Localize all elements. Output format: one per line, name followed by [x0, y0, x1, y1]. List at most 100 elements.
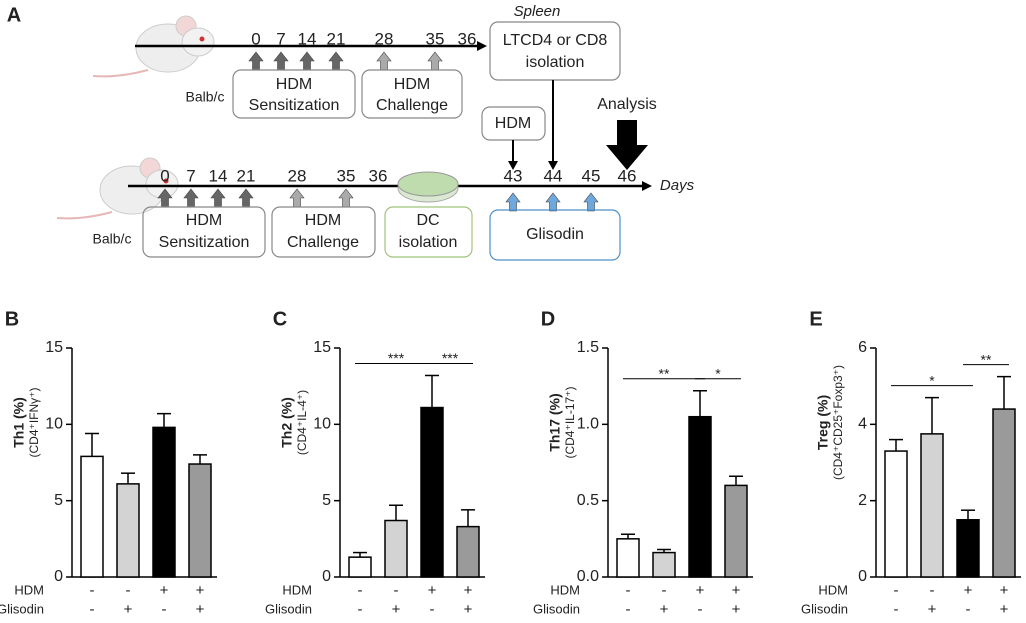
- label: 7: [186, 166, 195, 185]
- label: 28: [288, 166, 307, 185]
- label: Th17 (%): [547, 393, 563, 451]
- label: (CD4⁺IL-17⁺): [563, 386, 577, 458]
- label: HDM: [282, 582, 312, 597]
- label: 36: [369, 166, 388, 185]
- label: isolation: [526, 54, 585, 71]
- bar: [80, 455, 104, 578]
- arrow: [376, 51, 392, 71]
- label: 0: [54, 568, 63, 585]
- label: 35: [426, 29, 445, 48]
- mouse-tail: [56, 211, 113, 220]
- label: Balb/c: [93, 231, 132, 247]
- label: +: [124, 601, 133, 618]
- label: -: [90, 601, 95, 618]
- label: 36: [458, 29, 477, 48]
- label: -: [358, 582, 363, 599]
- label: 14: [298, 29, 317, 48]
- label: -: [930, 582, 935, 599]
- arrow-head: [508, 161, 518, 170]
- label: +: [392, 601, 401, 618]
- label: Glisodin: [0, 601, 44, 616]
- box: [232, 69, 356, 119]
- label: 1.0: [577, 416, 599, 433]
- label: -: [662, 582, 667, 599]
- bar: [420, 406, 444, 578]
- mouse-tail: [92, 69, 149, 78]
- bar: [956, 519, 980, 578]
- arrow: [238, 188, 254, 208]
- analysis-arrow: [606, 120, 648, 170]
- box: [142, 206, 266, 258]
- box: [271, 206, 376, 258]
- label: -: [358, 601, 363, 618]
- label: -: [126, 582, 131, 599]
- label: Challenge: [287, 234, 359, 251]
- label: -: [894, 582, 899, 599]
- mouse-eye: [199, 36, 205, 42]
- box: [384, 206, 473, 258]
- bar: [724, 484, 748, 578]
- label: 0: [251, 29, 260, 48]
- label: Sensitization: [249, 97, 340, 114]
- arrow-head: [477, 41, 487, 51]
- bar: [456, 525, 480, 578]
- label: Glisodin: [533, 601, 580, 616]
- label: Glisodin: [801, 601, 848, 616]
- label: 35: [337, 166, 356, 185]
- label: +: [660, 601, 669, 618]
- bar: [688, 415, 712, 578]
- label: +: [696, 582, 705, 599]
- label: 14: [209, 166, 228, 185]
- label: HDM: [305, 212, 341, 229]
- label: ***: [442, 350, 459, 366]
- label: HDM: [14, 582, 44, 597]
- bar: [116, 483, 140, 578]
- label: -: [698, 601, 703, 618]
- label: (CD4⁺IL-4⁺): [295, 390, 309, 455]
- label: 0.5: [577, 492, 599, 509]
- bar: [152, 426, 176, 578]
- box: [361, 69, 463, 119]
- label: 5: [54, 492, 63, 509]
- label: -: [626, 582, 631, 599]
- label: isolation: [399, 234, 458, 251]
- label: Balb/c: [186, 89, 225, 105]
- label: **: [981, 351, 992, 367]
- box: [489, 209, 621, 261]
- label: -: [394, 582, 399, 599]
- arrow: [299, 51, 315, 71]
- label: -: [162, 601, 167, 618]
- label: 21: [327, 29, 346, 48]
- label: HDM: [495, 115, 531, 132]
- label: D: [541, 308, 555, 330]
- label: -: [626, 601, 631, 618]
- label: Glisodin: [265, 601, 312, 616]
- label: +: [732, 601, 741, 618]
- label: +: [964, 582, 973, 599]
- label: +: [464, 601, 473, 618]
- label: 4: [858, 416, 867, 433]
- label: *: [929, 372, 935, 388]
- label: 2: [858, 492, 867, 509]
- label: -: [430, 601, 435, 618]
- bar: [920, 433, 944, 578]
- label: +: [1000, 601, 1009, 618]
- label: Sensitization: [159, 234, 250, 251]
- label: +: [732, 582, 741, 599]
- arrow: [328, 51, 344, 71]
- label: 0: [160, 166, 169, 185]
- arrow: [289, 188, 305, 208]
- label: 21: [237, 166, 256, 185]
- label: HDM: [276, 76, 312, 93]
- label: Analysis: [597, 96, 657, 113]
- label: 7: [276, 29, 285, 48]
- label: Spleen: [514, 3, 561, 20]
- label: 5: [322, 492, 331, 509]
- label: 15: [313, 339, 331, 356]
- label: A: [7, 4, 21, 26]
- label: Days: [660, 177, 695, 194]
- arrow: [273, 51, 289, 71]
- label: Th2 (%): [279, 397, 295, 448]
- petri-dish-rim: [397, 171, 459, 197]
